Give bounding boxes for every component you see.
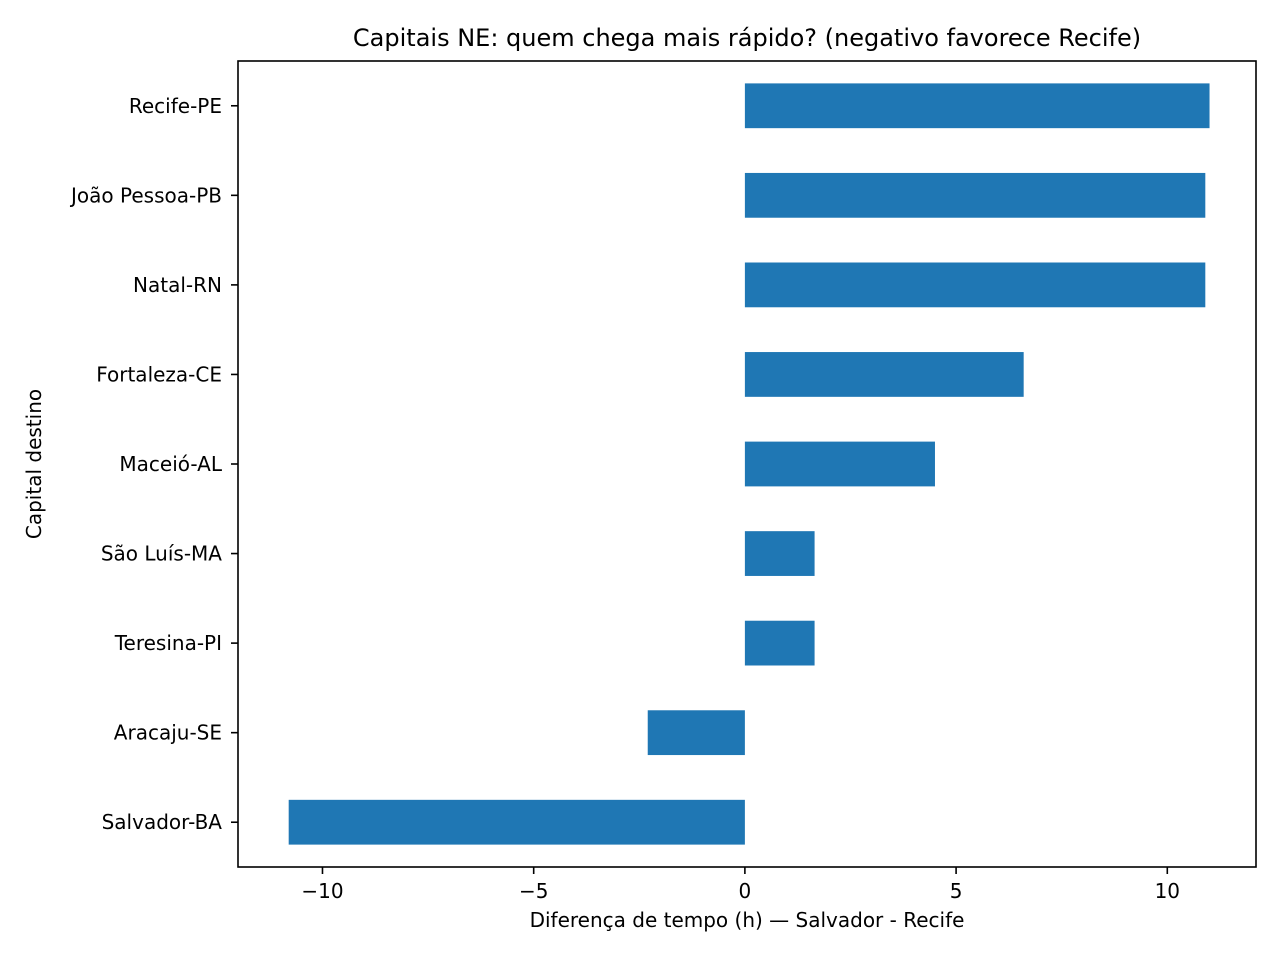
- bars-group: [288, 83, 1210, 845]
- y-tick-label: Teresina-PI: [114, 631, 222, 655]
- x-tick-label: 0: [739, 879, 752, 903]
- bar-salvador-ba: [288, 799, 745, 845]
- y-tick-label: Salvador-BA: [102, 810, 223, 834]
- x-axis: −10 −5 0 5 10: [301, 867, 1180, 903]
- y-tick-label: Fortaleza-CE: [96, 362, 222, 386]
- y-tick-label: João Pessoa-PB: [69, 183, 222, 207]
- x-tick-label: −5: [519, 879, 548, 903]
- y-tick-label: Natal-RN: [133, 273, 222, 297]
- bar-sao-luis-ma: [744, 531, 815, 576]
- bar-maceio-al: [744, 441, 935, 487]
- bar-natal-rn: [744, 262, 1206, 308]
- bar-aracaju-se: [647, 710, 745, 756]
- chart-title: Capitais NE: quem chega mais rápido? (ne…: [353, 24, 1141, 52]
- y-tick-label: Recife-PE: [129, 94, 222, 118]
- y-tick-label: São Luís-MA: [101, 542, 222, 566]
- x-axis-title: Diferença de tempo (h) — Salvador - Reci…: [530, 908, 965, 932]
- y-tick-label: Aracaju-SE: [114, 721, 222, 745]
- x-tick-label: 5: [950, 879, 963, 903]
- x-tick-label: −10: [301, 879, 343, 903]
- bar-fortaleza-ce: [744, 352, 1024, 397]
- bar-recife-pe: [744, 83, 1210, 129]
- bar-teresina-pi: [744, 620, 815, 666]
- bar-joao-pessoa-pb: [744, 172, 1206, 218]
- y-tick-label: Maceió-AL: [119, 452, 222, 476]
- y-axis-title: Capital destino: [22, 389, 46, 539]
- x-tick-label: 10: [1155, 879, 1180, 903]
- y-axis: Recife-PE João Pessoa-PB Natal-RN Fortaleza…: [69, 94, 238, 834]
